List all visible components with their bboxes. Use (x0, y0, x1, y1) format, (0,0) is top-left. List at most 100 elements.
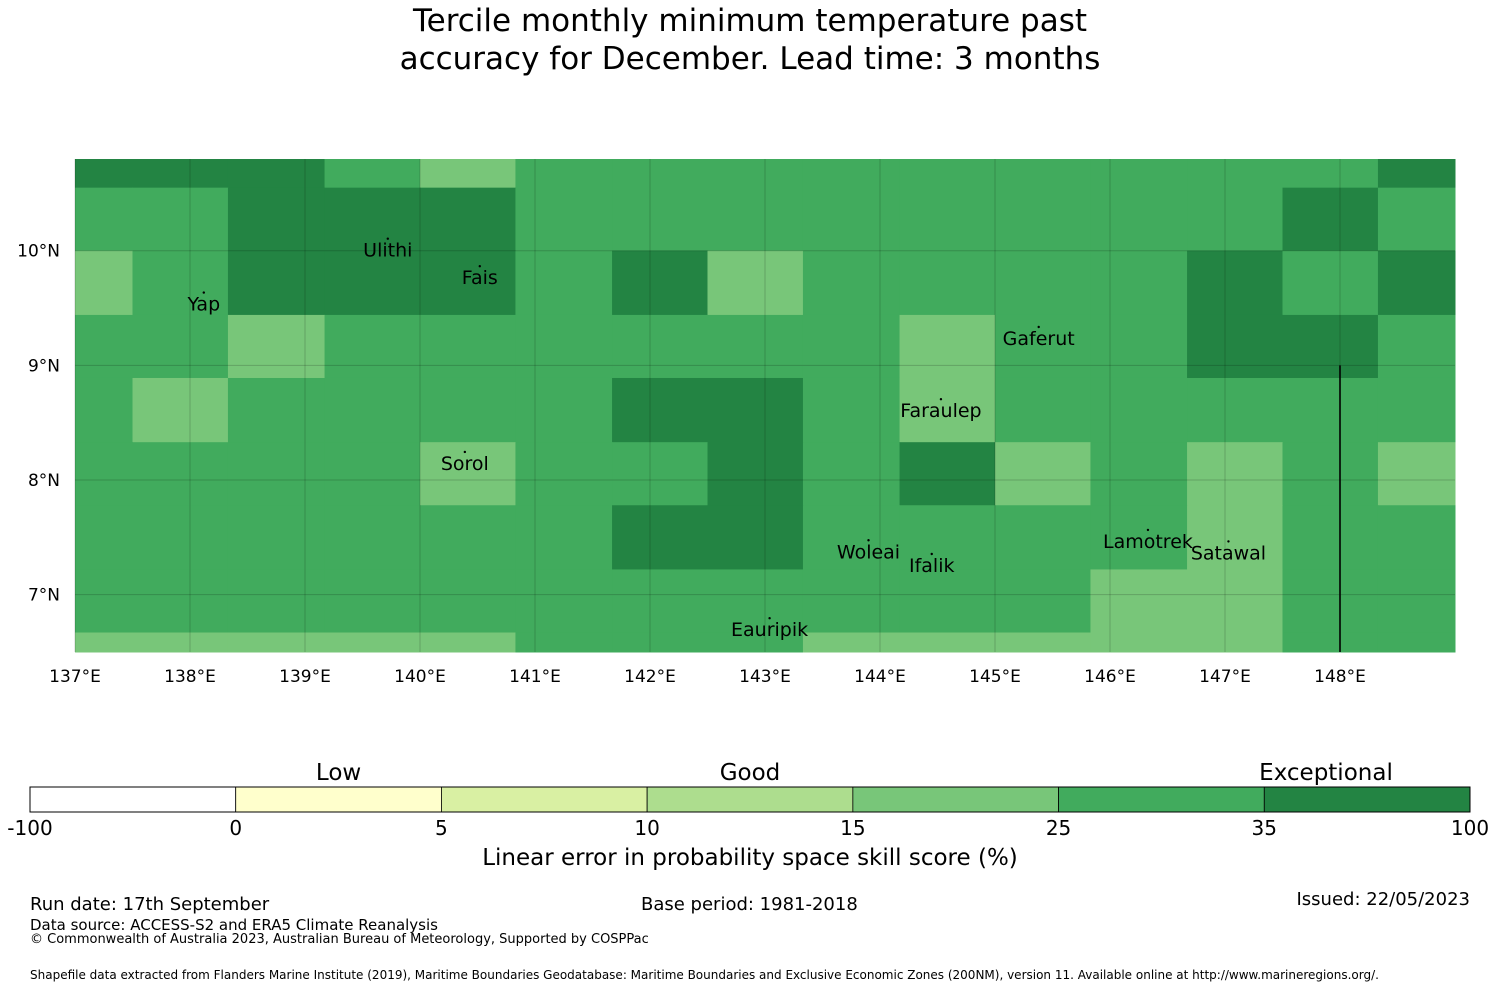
island-marker (768, 617, 771, 620)
map-grid-cell (707, 250, 804, 316)
map-grid-cell (420, 250, 516, 316)
map-grid-cell (132, 187, 229, 252)
map-grid-cell (324, 314, 421, 379)
colorbar-segment (852, 786, 1059, 813)
map-grid-cell (75, 250, 133, 316)
colorbar (29, 786, 1471, 813)
colorbar-tick-label: 25 (1045, 816, 1072, 840)
map-grid-cell (75, 569, 133, 634)
map-grid-cell (420, 569, 516, 634)
map-grid-cell (1090, 250, 1188, 316)
island-label: Woleai (837, 541, 900, 563)
map-grid-cell (132, 250, 229, 316)
map-grid-cell (1090, 505, 1188, 570)
colorbar-segment (1263, 786, 1471, 813)
map-grid-cell (1282, 569, 1379, 634)
latitude-tick-label: 9°N (28, 356, 60, 376)
map-grid-cell (132, 632, 229, 653)
island-marker (1227, 540, 1230, 543)
island-label: Gaferut (1003, 328, 1075, 350)
colorbar-tick-label: 15 (840, 816, 866, 840)
data-source: Data source: ACCESS-S2 and ERA5 Climate … (30, 916, 438, 934)
map-grid-cell (802, 505, 901, 570)
map-grid-cell (1282, 314, 1379, 379)
map-grid-cell (324, 505, 421, 570)
island-marker (478, 265, 481, 268)
map-grid-cell (802, 632, 901, 653)
map-grid-cell (227, 159, 326, 189)
colorbar-tick-label: -100 (7, 816, 53, 840)
colorbar-tick-label: 0 (229, 816, 243, 840)
category-label-exceptional: Exceptional (1259, 760, 1393, 786)
map-grid-cell (802, 187, 901, 252)
map-grid-cell (420, 377, 516, 443)
longitude-tick-label: 139°E (279, 667, 331, 687)
map-grid-cell (1187, 250, 1283, 316)
map-grid-cell (612, 442, 708, 506)
colorbar-segment (29, 786, 237, 813)
longitude-tick-label: 140°E (394, 667, 446, 687)
map-grid-cell (802, 569, 901, 634)
map-grid-cell (75, 442, 133, 506)
map-grid-cell (612, 505, 708, 570)
colorbar-tick-label: 35 (1251, 816, 1278, 840)
map-grid-cell (899, 187, 996, 252)
longitude-tick-label: 148°E (1314, 667, 1366, 687)
map-grid-cell (227, 314, 326, 379)
map-grid-cell (1187, 442, 1283, 506)
island-marker (463, 450, 467, 454)
map-grid-cell (515, 159, 613, 189)
map-grid-cell (1377, 314, 1456, 379)
map-grid-cell (515, 442, 613, 506)
map-grid-cell (515, 250, 613, 316)
map-grid-cell (227, 377, 326, 443)
longitude-tick-label: 138°E (164, 667, 216, 687)
map-grid-cells (75, 159, 1456, 653)
map-grid-cell (995, 505, 1091, 570)
map-grid-cell (227, 250, 326, 316)
island-marker (1037, 325, 1040, 329)
map-grid-cell (227, 569, 326, 634)
island-labels: Ulithi Fais Yap Gaferut Faraulep Sorol Woleai L… (186, 237, 1266, 641)
map-grid-cell (995, 250, 1091, 316)
map-grid-cell (995, 187, 1091, 252)
longitude-tick-label: 147°E (1199, 667, 1251, 687)
colorbar-segment (441, 786, 648, 813)
map-grid-cell (515, 569, 613, 634)
map-grid-cell (515, 187, 613, 252)
island-marker (867, 539, 870, 542)
island-label: Fais (462, 267, 498, 289)
map-grid-cell (995, 377, 1091, 443)
map-grid-cell (1377, 187, 1456, 252)
map-grid-cell (707, 442, 804, 506)
map-grid-cell (707, 187, 804, 252)
map-grid-cell (75, 187, 133, 252)
map-grid-cell (132, 159, 229, 189)
map-grid-cell (75, 505, 133, 570)
map-grid-cell (1282, 187, 1379, 252)
colorbar-segment (235, 786, 442, 813)
longitude-tick-label: 143°E (739, 667, 791, 687)
category-label-good: Good (719, 760, 781, 786)
run-date: Run date: 17th September (30, 894, 270, 915)
map-grid-cell (802, 314, 901, 379)
colorbar-label: Linear error in probability space skill … (482, 845, 1018, 871)
map-grid-cell (899, 250, 996, 316)
map-grid-cell (420, 159, 516, 189)
map-grid-cell (1187, 314, 1283, 379)
longitude-tick-label: 137°E (49, 667, 101, 687)
map-grid-cell (324, 377, 421, 443)
map-grid-cell (707, 377, 804, 443)
map-grid-cell (227, 505, 326, 570)
map-grid-cell (1187, 187, 1283, 252)
map-grid-cell (1090, 314, 1188, 379)
map-grid-cell (1377, 505, 1456, 570)
map-grid-cell (802, 442, 901, 506)
map-grid-cell (420, 442, 516, 506)
map-grid-cell (132, 314, 229, 379)
colorbar-tick-label: 5 (435, 816, 448, 840)
map-grid-cell (1377, 377, 1456, 443)
map-grid-cell (324, 442, 421, 506)
map-grid-cell (612, 159, 708, 189)
map-grid-cell (1282, 632, 1379, 653)
